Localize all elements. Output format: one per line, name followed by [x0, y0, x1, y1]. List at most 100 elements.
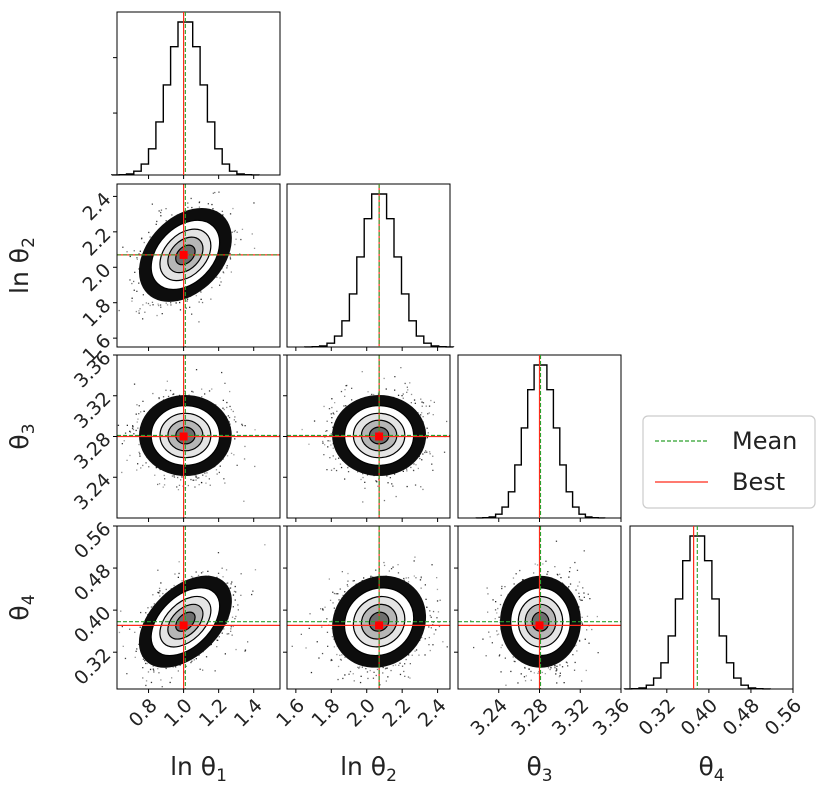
sample-point	[163, 484, 166, 486]
sample-point	[253, 202, 255, 204]
sample-point	[166, 380, 168, 382]
sample-point	[176, 486, 178, 488]
sample-point	[212, 208, 214, 210]
sample-point	[193, 479, 195, 481]
sample-point	[231, 231, 233, 233]
sample-point	[190, 478, 192, 481]
sample-point	[138, 451, 140, 453]
sample-point	[136, 404, 138, 406]
hist-frame-4	[629, 525, 794, 690]
sample-point	[371, 393, 373, 396]
sample-point	[221, 210, 223, 212]
sample-point	[216, 473, 218, 475]
sample-point	[427, 413, 429, 415]
sample-point	[201, 301, 204, 304]
sample-point	[335, 458, 337, 460]
sample-point	[118, 631, 121, 634]
sample-point	[153, 671, 155, 673]
sample-point	[160, 211, 162, 214]
sample-point	[122, 645, 124, 647]
sample-point	[386, 475, 388, 477]
sample-point	[138, 413, 140, 415]
sample-point	[178, 484, 181, 486]
sample-point	[142, 667, 144, 669]
sample-point	[228, 416, 231, 419]
sample-point	[394, 389, 396, 391]
sample-point	[226, 265, 228, 267]
sample-point	[137, 427, 139, 429]
sample-point	[301, 428, 303, 431]
sample-point	[135, 429, 137, 432]
sample-point	[211, 286, 213, 289]
sample-point	[240, 238, 242, 241]
sample-point	[133, 280, 135, 283]
sample-point	[235, 238, 237, 240]
sample-point	[126, 424, 128, 426]
sample-point	[152, 668, 154, 670]
sample-point	[223, 408, 225, 411]
sample-point	[195, 475, 197, 477]
sample-point	[140, 411, 142, 413]
sample-point	[308, 443, 310, 445]
sample-point	[420, 398, 422, 400]
sample-point	[345, 385, 347, 387]
sample-point	[147, 302, 150, 305]
sample-point	[134, 271, 136, 273]
sample-point	[229, 423, 231, 425]
sample-point	[346, 384, 348, 387]
sample-point	[155, 467, 157, 469]
sample-point	[171, 214, 173, 216]
sample-point	[152, 304, 154, 306]
sample-point	[334, 402, 336, 404]
sample-point	[329, 440, 331, 442]
sample-point	[219, 284, 221, 286]
sample-point	[229, 405, 231, 408]
sample-point	[235, 591, 237, 593]
sample-point	[151, 301, 154, 303]
sample-point	[223, 628, 225, 630]
sample-point	[139, 250, 141, 252]
sample-point	[152, 392, 154, 395]
sample-point	[129, 454, 131, 457]
sample-point	[347, 471, 350, 473]
sample-point	[383, 377, 385, 380]
sample-point	[227, 582, 229, 584]
sample-point	[401, 395, 403, 397]
sample-point	[118, 309, 120, 312]
sample-point	[244, 425, 246, 427]
sample-point	[406, 468, 408, 470]
sample-point	[157, 591, 159, 594]
sample-point	[135, 310, 137, 313]
sample-point	[187, 202, 189, 204]
sample-point	[331, 417, 333, 419]
sample-point	[422, 488, 424, 491]
sample-point	[195, 476, 197, 478]
sample-point	[131, 297, 133, 299]
sample-point	[138, 268, 140, 270]
sample-point	[333, 413, 335, 415]
sample-point	[190, 575, 193, 578]
sample-point	[191, 390, 193, 393]
sample-point	[377, 485, 379, 487]
sample-point	[224, 482, 226, 484]
sample-point	[187, 484, 189, 487]
sample-point	[162, 486, 164, 488]
scatter-panel-1-3	[116, 354, 281, 519]
sample-point	[179, 301, 181, 304]
sample-point	[201, 482, 203, 484]
sample-point	[160, 215, 162, 217]
sample-point	[151, 203, 153, 205]
sample-point	[392, 485, 394, 487]
sample-point	[129, 430, 131, 432]
sample-point	[322, 442, 324, 444]
hist-frame-2	[286, 183, 451, 348]
sample-point	[161, 313, 163, 315]
sample-point	[145, 302, 147, 304]
sample-point	[413, 399, 416, 401]
sample-point	[170, 304, 172, 306]
sample-point	[234, 229, 236, 232]
sample-point	[226, 267, 228, 269]
sample-point	[327, 440, 329, 442]
sample-point	[421, 401, 423, 403]
